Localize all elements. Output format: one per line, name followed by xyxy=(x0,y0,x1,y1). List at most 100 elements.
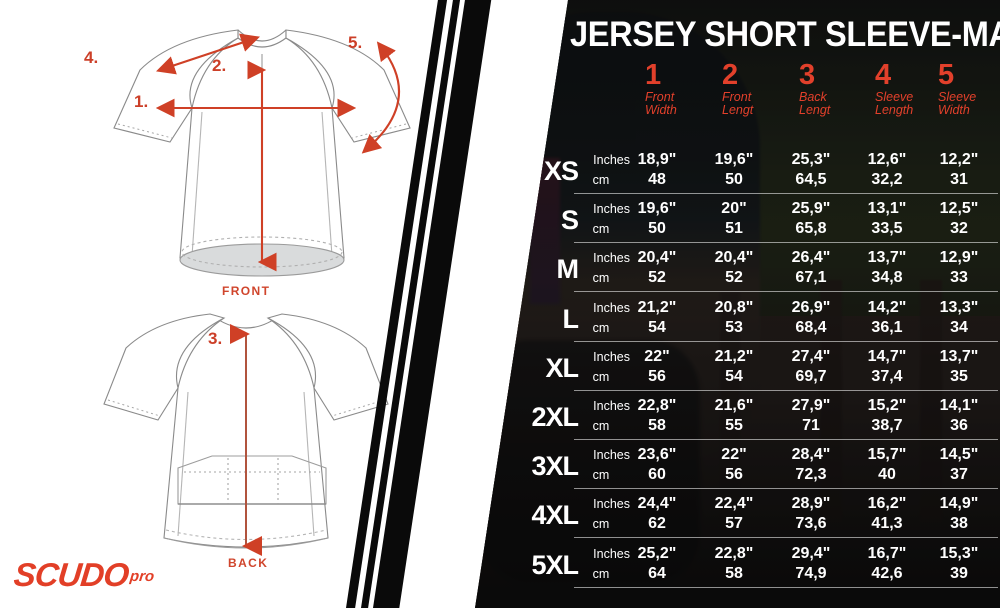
column-header-5: 5 Sleeve Width xyxy=(938,59,976,116)
measurement-cell: 13,3" 34 xyxy=(920,298,998,338)
value-inches: 27,4" xyxy=(791,347,831,365)
value-inches: 20,8" xyxy=(714,298,754,316)
measurement-cell: 25,3" 64,5 xyxy=(772,150,850,190)
size-label: L xyxy=(562,303,580,334)
value-inches: 23,6" xyxy=(637,446,677,464)
marker-3-label: 3. xyxy=(208,329,223,348)
unit-cm: cm xyxy=(592,222,610,237)
row-separator xyxy=(574,389,998,391)
value-inches: 27,9" xyxy=(791,397,831,414)
measurement-cell: 21,2" 54 xyxy=(695,347,773,387)
unit-labels: Inches cm xyxy=(578,544,630,584)
size-label: 4XL xyxy=(531,500,579,531)
measurement-cell: 27,4" 69,7 xyxy=(772,347,850,387)
measurement-cell: 19,6" 50 xyxy=(695,150,773,190)
measurement-cell: 12,5" 32 xyxy=(920,199,998,239)
column-caption: Front Width xyxy=(645,90,677,117)
marker-5-label: 5. xyxy=(348,33,363,52)
measurement-cell: 15,2" 38,7 xyxy=(848,396,926,436)
value-cm: 33 xyxy=(950,269,968,287)
value-cm: 56 xyxy=(648,367,666,385)
value-cm: 39 xyxy=(950,564,968,582)
measurement-cell: 28,4" 72,3 xyxy=(772,445,850,485)
value-cm: 48 xyxy=(648,171,666,188)
value-cm: 37,4 xyxy=(871,367,903,385)
value-inches: 20,4" xyxy=(637,249,677,267)
marker-4-label: 4. xyxy=(84,48,99,67)
column-header-1: 1 Front Width xyxy=(645,59,677,117)
measurement-cell: 20,4" 52 xyxy=(695,248,773,288)
column-header-3: 3 Back Lengt xyxy=(799,61,831,117)
value-cm: 71 xyxy=(802,417,820,434)
value-cm: 34,8 xyxy=(871,269,903,287)
value-cm: 34 xyxy=(950,318,968,336)
value-inches: 12,2" xyxy=(939,151,979,168)
measurement-cell: 15,7" 40 xyxy=(848,445,926,485)
value-cm: 58 xyxy=(725,564,743,582)
value-inches: 14,7" xyxy=(867,347,907,365)
unit-labels: Inches cm xyxy=(578,248,630,288)
page-title: JERSEY SHORT SLEEVE-MAN xyxy=(570,15,1000,54)
unit-cm: cm xyxy=(592,517,610,532)
unit-cm: cm xyxy=(592,320,610,335)
measurement-cell: 24,4" 62 xyxy=(618,494,696,534)
unit-labels: Inches cm xyxy=(578,150,630,190)
column-caption: Back Lengt xyxy=(799,90,831,117)
column-number: 4 xyxy=(875,59,892,91)
measurement-cell: 13,7" 34,8 xyxy=(848,248,926,288)
value-cm: 58 xyxy=(648,417,666,434)
value-cm: 36,1 xyxy=(871,318,903,336)
unit-inches: Inches xyxy=(593,399,630,413)
value-cm: 68,4 xyxy=(795,318,827,336)
column-caption: Front Lengt xyxy=(722,90,754,117)
value-cm: 74,9 xyxy=(795,564,827,582)
measurement-cell: 18,9" 48 xyxy=(618,150,696,190)
column-number: 5 xyxy=(938,59,955,91)
measurement-cell: 25,2" 64 xyxy=(618,544,696,584)
value-cm: 51 xyxy=(725,220,743,238)
value-inches: 22,8" xyxy=(714,544,754,562)
table-row: L Inches cm 21,2" 54 20,8" 53 26,9" 68,4 14,2" 36,… xyxy=(512,294,1000,343)
value-inches: 14,2" xyxy=(867,298,907,316)
value-inches: 13,7" xyxy=(939,347,979,365)
value-inches: 28,4" xyxy=(791,446,831,464)
measurement-cell: 29,4" 74,9 xyxy=(772,544,850,584)
value-inches: 12,5" xyxy=(939,200,979,218)
value-inches: 14,9" xyxy=(939,495,979,513)
unit-cm: cm xyxy=(592,468,610,483)
table-row: XS Inches cm 18,9" 48 19,6" 50 25,3" 64,5 12,6" 32… xyxy=(512,146,1000,195)
table-row: S Inches cm 19,6" 50 20" 51 25,9" 65,8 13,1" 33,5 1… xyxy=(512,195,1000,244)
row-separator xyxy=(574,586,998,588)
column-header-2: 2 Front Lengt xyxy=(722,61,754,117)
table-row: M Inches cm 20,4" 52 20,4" 52 26,4" 67,1 13,7" 34,… xyxy=(512,244,1000,293)
measurement-cell: 23,6" 60 xyxy=(618,445,696,485)
measurement-cell: 14,7" 37,4 xyxy=(848,347,926,387)
value-cm: 54 xyxy=(725,367,743,385)
measurement-cell: 20,8" 53 xyxy=(695,298,773,338)
column-caption: Sleeve Length xyxy=(875,90,914,117)
value-cm: 52 xyxy=(648,269,666,287)
value-inches: 22,4" xyxy=(714,495,754,513)
value-inches: 13,3" xyxy=(939,298,979,316)
unit-labels: Inches cm xyxy=(578,298,630,338)
column-header-4: 4 Sleeve Length xyxy=(875,59,914,117)
value-inches: 21,6" xyxy=(714,397,754,414)
value-inches: 20,4" xyxy=(714,249,754,267)
value-cm: 67,1 xyxy=(795,269,827,287)
unit-inches: Inches xyxy=(593,251,630,266)
value-cm: 54 xyxy=(648,318,666,336)
column-number: 1 xyxy=(645,59,662,91)
row-separator xyxy=(574,291,998,293)
front-view-label: FRONT xyxy=(222,284,271,298)
value-inches: 15,3" xyxy=(939,544,979,562)
unit-inches: Inches xyxy=(593,300,630,315)
value-cm: 65,8 xyxy=(795,220,827,238)
value-cm: 40 xyxy=(878,466,896,484)
value-cm: 38 xyxy=(950,515,968,533)
value-inches: 16,2" xyxy=(867,495,907,513)
unit-labels: Inches cm xyxy=(578,445,630,485)
size-label: 3XL xyxy=(531,451,579,482)
value-inches: 21,2" xyxy=(637,298,677,316)
value-cm: 50 xyxy=(648,220,666,238)
